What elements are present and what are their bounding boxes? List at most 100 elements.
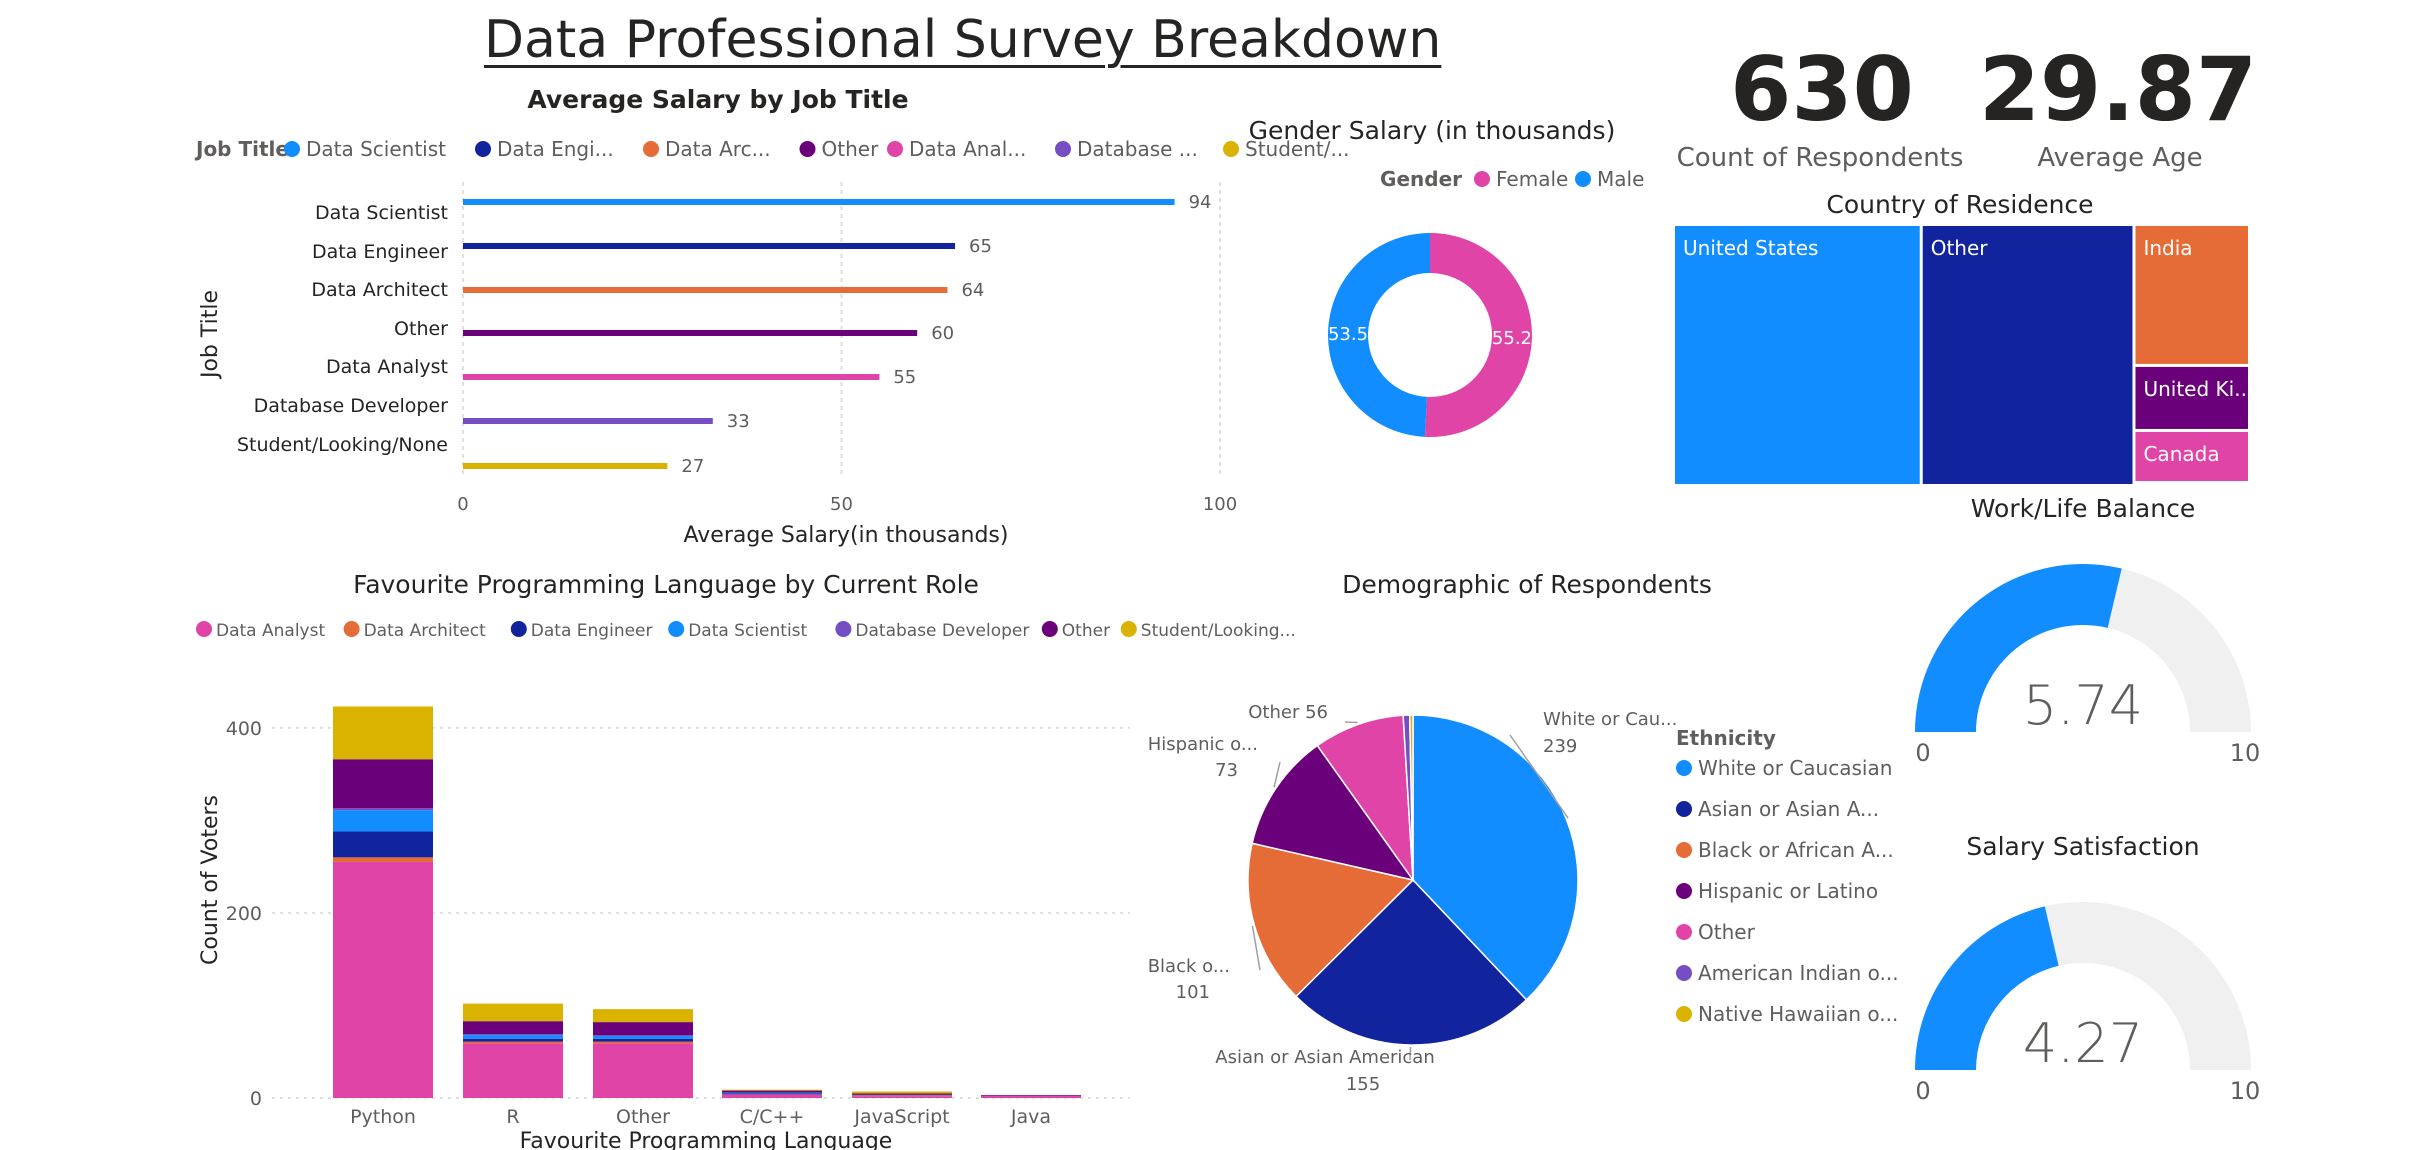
- pie-slice[interactable]: [1251, 744, 1415, 882]
- chart-title: Demographic of Respondents: [1342, 570, 1712, 599]
- legend-item[interactable]: Data Anal...: [909, 137, 1026, 161]
- legend-item[interactable]: Student/...: [1245, 137, 1350, 161]
- bar[interactable]: [463, 243, 956, 249]
- leader-line: [1509, 734, 1569, 819]
- legend-item[interactable]: Data Scientist: [306, 137, 446, 161]
- bar-segment[interactable]: [593, 1035, 693, 1036]
- bar-segment[interactable]: [463, 1041, 563, 1044]
- bar[interactable]: [463, 330, 918, 336]
- y-axis-label: Job Title: [198, 290, 223, 380]
- bar-segment[interactable]: [593, 1041, 693, 1044]
- bar-segment[interactable]: [333, 808, 433, 811]
- chart-title: Country of Residence: [1826, 190, 2093, 219]
- bar-segment[interactable]: [852, 1091, 952, 1094]
- legend-marker: [1120, 621, 1137, 637]
- data-label: 55: [893, 367, 916, 388]
- bar-segment[interactable]: [333, 706, 433, 760]
- bar[interactable]: [463, 418, 713, 424]
- treemap-tile[interactable]: [1675, 226, 1920, 484]
- legend-item[interactable]: Other: [1062, 621, 1110, 641]
- bar-segment[interactable]: [463, 1035, 563, 1039]
- bar-segment[interactable]: [722, 1093, 822, 1095]
- pie-slice[interactable]: [1408, 714, 1414, 881]
- bar-segment[interactable]: [333, 861, 433, 1098]
- x-axis-label: Favourite Programming Language: [520, 1129, 893, 1150]
- bar-segment[interactable]: [333, 831, 433, 858]
- bar-segment[interactable]: [981, 1095, 1081, 1097]
- legend-marker: [799, 141, 816, 157]
- bar-segment[interactable]: [333, 759, 433, 809]
- bar[interactable]: [463, 463, 668, 469]
- legend-item[interactable]: White or Caucasian: [1698, 756, 1892, 780]
- legend-item[interactable]: Other: [1698, 920, 1756, 944]
- legend-item[interactable]: Data Arc...: [665, 137, 771, 161]
- bar-segment[interactable]: [722, 1092, 822, 1094]
- legend-item[interactable]: Data Engineer: [531, 621, 653, 641]
- gauge-value: 4.27: [2023, 1012, 2143, 1075]
- bar-segment[interactable]: [593, 1038, 693, 1042]
- bar-segment[interactable]: [593, 1022, 693, 1036]
- bar-segment[interactable]: [463, 1043, 563, 1098]
- bar-segment[interactable]: [463, 1038, 563, 1042]
- legend-item[interactable]: Black or African A...: [1698, 838, 1894, 862]
- card-value: 29.87: [1979, 38, 2257, 141]
- bar-segment[interactable]: [463, 1003, 563, 1022]
- legend-item[interactable]: Other: [822, 137, 880, 161]
- donut-slice[interactable]: [1327, 233, 1430, 437]
- bar-segment[interactable]: [593, 1043, 693, 1098]
- gauge-fill[interactable]: [1915, 564, 2122, 732]
- gauge-fill[interactable]: [1915, 906, 2059, 1070]
- legend-item[interactable]: Male: [1597, 167, 1644, 191]
- legend-item[interactable]: Data Analyst: [216, 621, 325, 641]
- bar-segment[interactable]: [852, 1094, 952, 1096]
- bar-segment[interactable]: [333, 810, 433, 832]
- bar-segment[interactable]: [463, 1034, 563, 1036]
- legend-item[interactable]: Database Developer: [855, 621, 1029, 641]
- bar-segment[interactable]: [593, 1035, 693, 1039]
- treemap-tile[interactable]: [1922, 226, 2133, 484]
- legend-item[interactable]: Database ...: [1077, 137, 1198, 161]
- legend-item[interactable]: Female: [1496, 167, 1568, 191]
- treemap-tile[interactable]: [2135, 226, 2248, 364]
- bar[interactable]: [463, 374, 880, 380]
- legend-marker: [643, 141, 659, 157]
- legend-item[interactable]: Data Architect: [364, 621, 487, 641]
- legend-item[interactable]: Hispanic or Latino: [1698, 879, 1878, 903]
- bar-segment[interactable]: [852, 1096, 952, 1098]
- bar-segment[interactable]: [333, 857, 433, 862]
- leader-line: [1273, 761, 1281, 788]
- chart-title: Favourite Programming Language by Curren…: [353, 570, 979, 599]
- bar-segment[interactable]: [852, 1093, 952, 1095]
- treemap-tile[interactable]: [2135, 366, 2248, 429]
- treemap-tile[interactable]: [2135, 431, 2248, 481]
- legend-item[interactable]: Asian or Asian A...: [1698, 797, 1879, 821]
- pie-slice[interactable]: [1412, 714, 1579, 1001]
- bar-segment[interactable]: [722, 1089, 822, 1091]
- legend-item[interactable]: Data Engi...: [497, 137, 614, 161]
- bar-segment[interactable]: [722, 1090, 822, 1093]
- legend-item[interactable]: Student/Looking...: [1141, 621, 1296, 641]
- bar-segment[interactable]: [981, 1096, 1081, 1098]
- legend-title: Ethnicity: [1676, 726, 1776, 750]
- bar[interactable]: [463, 287, 948, 293]
- pie-slice[interactable]: [1294, 878, 1528, 1046]
- legend-marker: [1676, 883, 1692, 899]
- legend-marker: [1223, 141, 1239, 157]
- legend-item[interactable]: American Indian o...: [1698, 961, 1899, 985]
- legend-item[interactable]: Native Hawaiian o...: [1698, 1002, 1898, 1026]
- bar-segment[interactable]: [722, 1094, 822, 1098]
- legend-item[interactable]: Data Scientist: [688, 621, 807, 641]
- data-label-value: 73: [1215, 760, 1238, 781]
- donut-slice[interactable]: [1424, 233, 1532, 438]
- y-tick-label: 0: [250, 1088, 262, 1110]
- bar-segment[interactable]: [593, 1009, 693, 1023]
- bar[interactable]: [463, 199, 1175, 205]
- pie-slice[interactable]: [1247, 842, 1415, 998]
- x-category-label: Java: [1010, 1106, 1051, 1128]
- bar-segment[interactable]: [463, 1021, 563, 1035]
- legend-marker: [284, 141, 300, 157]
- legend-marker: [1676, 842, 1692, 858]
- pie-slice[interactable]: [1316, 714, 1414, 883]
- bar-segment[interactable]: [852, 1095, 952, 1097]
